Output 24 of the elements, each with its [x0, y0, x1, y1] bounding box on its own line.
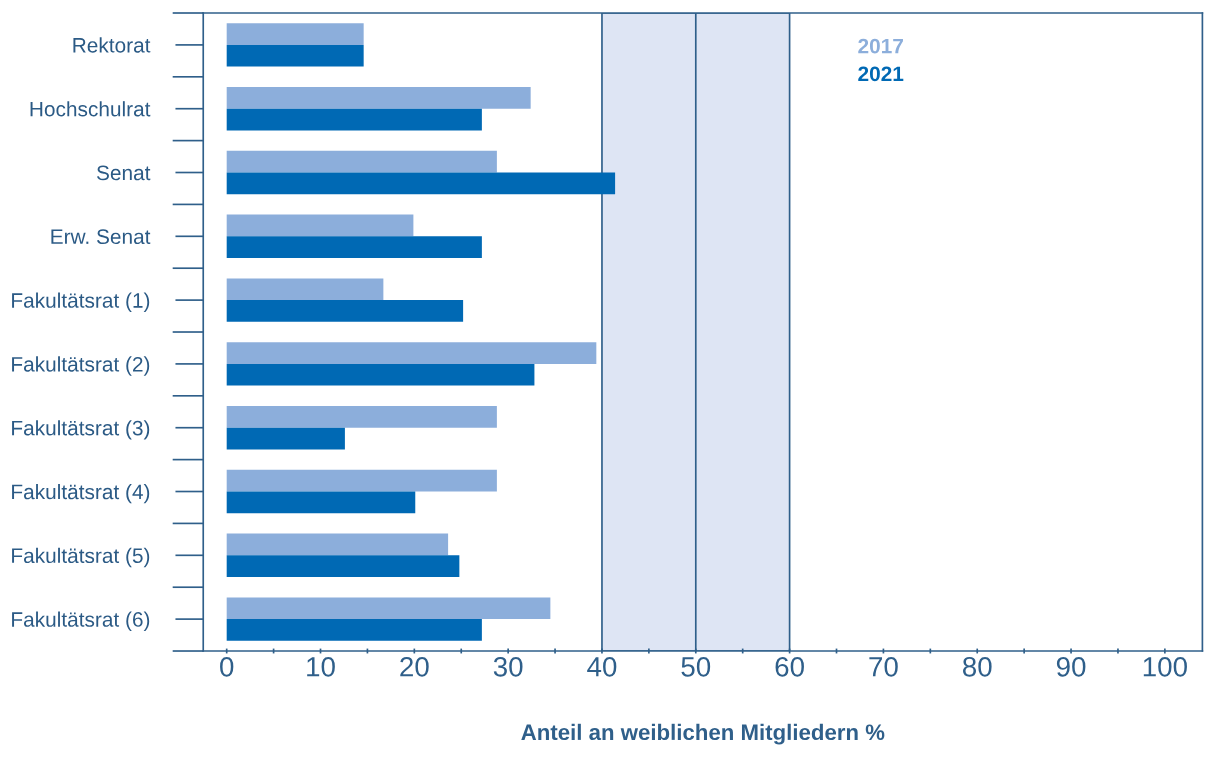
x-tick-label: 0	[220, 656, 234, 677]
y-tick-label: Fakultätsrat (4)	[12, 483, 150, 504]
x-tick-label: 80	[962, 656, 992, 677]
y-tick-label: Fakultätsrat (1)	[12, 292, 150, 312]
y-tick-label: Rektorat	[73, 37, 151, 53]
x-tick-label: 20	[400, 656, 429, 677]
y-tick-label: Erw. Senat	[51, 229, 151, 245]
x-tick-label: 10	[307, 656, 335, 677]
y-tick-label: Senat	[96, 165, 151, 181]
x-tick-label: 30	[493, 656, 523, 677]
x-tick-label: 60	[775, 656, 804, 677]
x-axis-title: Anteil an weiblichen Mitgliedern %	[521, 723, 885, 745]
y-tick-label: Hochschulrat	[30, 101, 151, 117]
x-tick-label: 70	[869, 656, 898, 677]
x-tick-label: 50	[681, 656, 711, 677]
x-tick-label: 40	[587, 656, 617, 677]
x-tick-label: 100	[1143, 656, 1187, 677]
text: 2021	[858, 66, 904, 82]
x-tick-label: 90	[1056, 656, 1086, 677]
y-tick-label: Fakultätsrat (6)	[12, 611, 150, 631]
text: 2017	[858, 38, 903, 54]
y-tick-label: Fakultätsrat (2)	[12, 356, 150, 376]
y-tick-label: Fakultätsrat (5)	[12, 547, 150, 568]
y-tick-label: Fakultätsrat (3)	[12, 420, 150, 440]
